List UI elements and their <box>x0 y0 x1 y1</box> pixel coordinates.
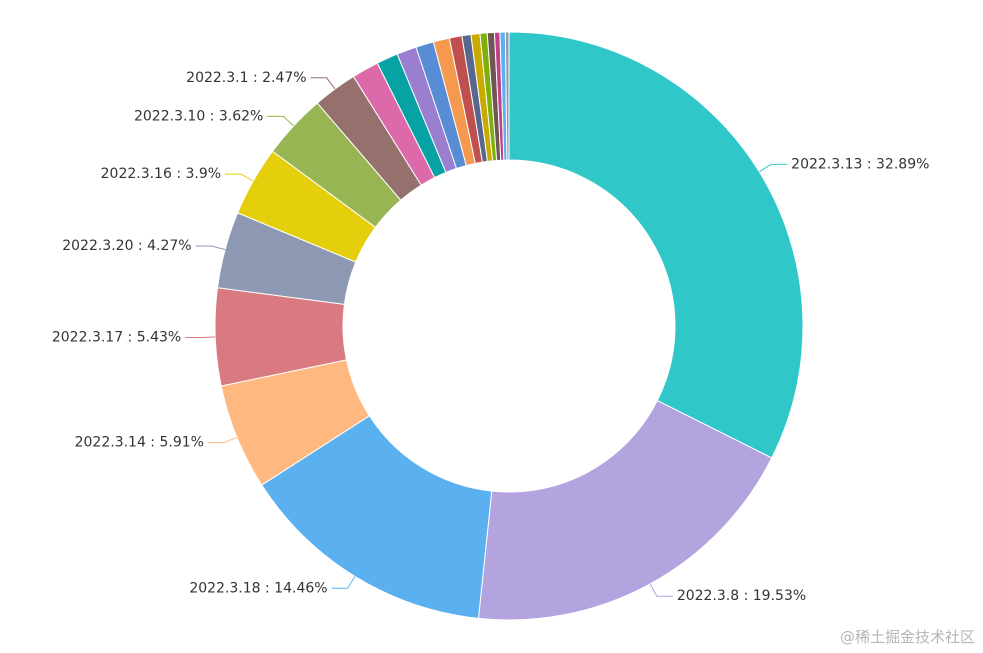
slice-2022-3-13[interactable] <box>508 31 804 459</box>
leader-line-2022-3-14 <box>207 436 238 444</box>
leader-line-2022-3-17 <box>185 336 216 339</box>
leader-line-2022-3-18 <box>331 576 356 589</box>
leader-line-2022-3-16 <box>225 173 254 182</box>
slice-2022-3-18[interactable] <box>261 415 493 619</box>
leader-line-2022-3-1 <box>310 77 336 90</box>
leader-line-2022-3-10 <box>267 115 294 127</box>
slice-label-2022-3-13: 2022.3.13 : 32.89% <box>791 156 929 172</box>
slice-label-2022-3-1: 2022.3.1 : 2.47% <box>186 70 306 86</box>
slice-label-2022-3-17: 2022.3.17 : 5.43% <box>52 330 181 346</box>
leader-line-2022-3-20 <box>195 245 226 251</box>
watermark: @稀土掘金技术社区 <box>839 628 975 646</box>
leader-line-2022-3-8 <box>649 583 673 597</box>
labels-layer: 2022.3.13 : 32.89% 2022.3.8 : 19.53% 2022.… <box>52 70 930 604</box>
slices-layer <box>214 31 804 621</box>
slice-label-2022-3-18: 2022.3.18 : 14.46% <box>189 580 327 596</box>
slice-label-2022-3-8: 2022.3.8 : 19.53% <box>677 588 806 604</box>
slice-label-2022-3-16: 2022.3.16 : 3.9% <box>101 166 221 182</box>
slice-2022-3-8[interactable] <box>477 399 773 621</box>
slice-unlabeled-21[interactable] <box>504 31 510 161</box>
slice-label-2022-3-20: 2022.3.20 : 4.27% <box>62 238 191 254</box>
leader-line-2022-3-13 <box>758 163 788 173</box>
slice-label-2022-3-10: 2022.3.10 : 3.62% <box>134 108 263 124</box>
slice-label-2022-3-14: 2022.3.14 : 5.91% <box>75 435 204 451</box>
